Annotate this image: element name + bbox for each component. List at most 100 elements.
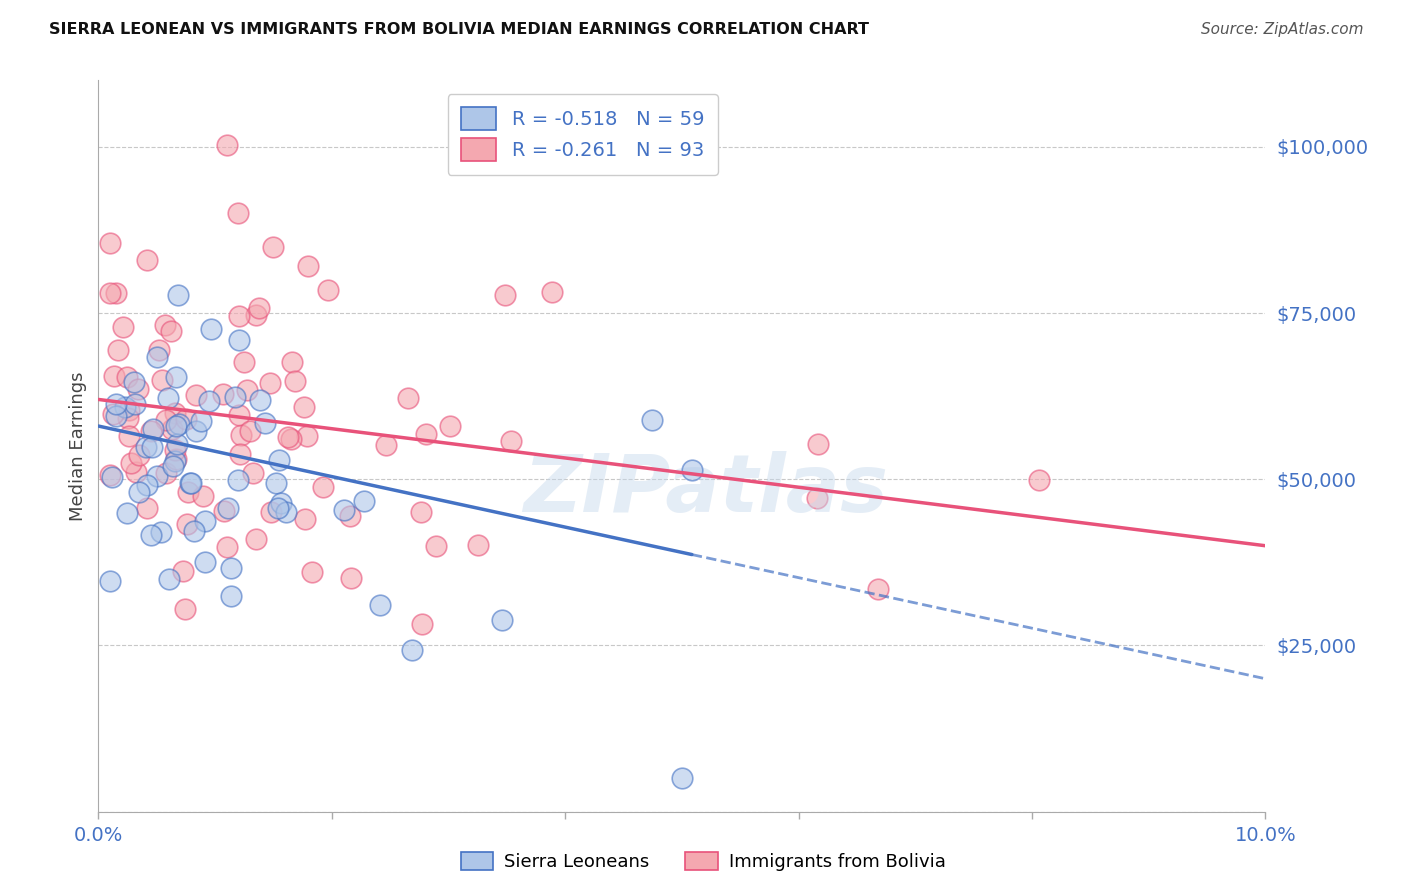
Point: [165, 451, 187, 466]
Point: [491, 613, 513, 627]
Point: [183, 524, 205, 538]
Point: [274, 504, 297, 518]
Point: [141, 440, 163, 454]
Point: [292, 400, 315, 414]
Point: [415, 427, 437, 442]
Point: [396, 392, 419, 406]
Point: [180, 475, 202, 490]
Point: [165, 370, 187, 384]
Point: [155, 413, 177, 427]
Point: [186, 388, 208, 402]
Point: [98, 235, 121, 250]
Point: [259, 376, 281, 390]
Point: [159, 572, 181, 586]
Point: [228, 309, 250, 323]
Point: [229, 428, 252, 442]
Point: [353, 494, 375, 508]
Point: [165, 419, 187, 434]
Point: [136, 477, 159, 491]
Point: [172, 564, 194, 578]
Point: [312, 480, 335, 494]
Point: [254, 416, 277, 430]
Point: [125, 465, 148, 479]
Point: [115, 370, 138, 384]
Point: [806, 491, 828, 506]
Point: [139, 425, 162, 439]
Point: [117, 411, 139, 425]
Point: [247, 301, 270, 316]
Point: [101, 470, 124, 484]
Point: [155, 466, 177, 480]
Point: [150, 373, 173, 387]
Point: [340, 571, 363, 585]
Point: [150, 524, 173, 539]
Point: [236, 383, 259, 397]
Point: [807, 436, 830, 450]
Point: [160, 422, 183, 436]
Point: [467, 538, 489, 552]
Point: [124, 397, 146, 411]
Point: [281, 355, 304, 369]
Point: [105, 397, 128, 411]
Point: [219, 561, 242, 575]
Point: [166, 437, 188, 451]
Point: [157, 391, 180, 405]
Point: [153, 318, 176, 332]
Point: [866, 582, 889, 597]
Text: ZIPatlas: ZIPatlas: [523, 450, 887, 529]
Point: [212, 387, 235, 401]
Point: [1028, 473, 1050, 487]
Point: [277, 430, 299, 444]
Point: [232, 355, 254, 369]
Point: [135, 440, 157, 454]
Point: [98, 285, 121, 300]
Point: [226, 473, 249, 487]
Point: [184, 425, 207, 439]
Text: SIERRA LEONEAN VS IMMIGRANTS FROM BOLIVIA MEDIAN EARNINGS CORRELATION CHART: SIERRA LEONEAN VS IMMIGRANTS FROM BOLIVI…: [49, 22, 869, 37]
Y-axis label: Median Earnings: Median Earnings: [69, 371, 87, 521]
Point: [128, 448, 150, 462]
Point: [297, 260, 319, 274]
Point: [295, 428, 318, 442]
Point: [249, 392, 271, 407]
Point: [98, 467, 121, 482]
Point: [439, 418, 461, 433]
Point: [228, 333, 250, 347]
Point: [179, 476, 201, 491]
Text: Source: ZipAtlas.com: Source: ZipAtlas.com: [1201, 22, 1364, 37]
Point: [148, 343, 170, 357]
Point: [128, 485, 150, 500]
Point: [197, 394, 219, 409]
Point: [173, 602, 195, 616]
Point: [167, 288, 190, 302]
Point: [105, 286, 128, 301]
Point: [103, 368, 125, 383]
Point: [375, 438, 398, 452]
Point: [120, 456, 142, 470]
Point: [541, 285, 564, 300]
Point: [332, 503, 354, 517]
Point: [98, 574, 121, 589]
Point: [266, 476, 288, 491]
Point: [284, 374, 307, 388]
Point: [681, 463, 703, 477]
Point: [262, 239, 284, 253]
Point: [229, 447, 252, 461]
Point: [242, 466, 264, 480]
Point: [135, 500, 157, 515]
Point: [318, 283, 340, 297]
Point: [671, 772, 693, 786]
Point: [270, 496, 292, 510]
Point: [267, 501, 290, 516]
Point: [142, 422, 165, 436]
Point: [245, 308, 267, 322]
Point: [200, 322, 222, 336]
Point: [267, 452, 290, 467]
Point: [214, 504, 236, 518]
Point: [167, 417, 190, 432]
Point: [221, 589, 243, 603]
Legend: Sierra Leoneans, Immigrants from Bolivia: Sierra Leoneans, Immigrants from Bolivia: [453, 845, 953, 879]
Point: [159, 324, 181, 338]
Point: [107, 343, 129, 357]
Point: [194, 555, 217, 569]
